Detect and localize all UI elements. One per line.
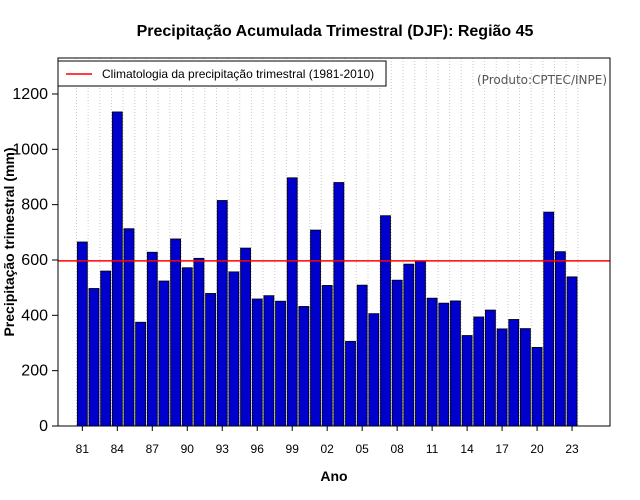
legend: Climatologia da precipitação trimestral …	[57, 60, 387, 87]
y-tick-label: 1200	[12, 86, 48, 103]
bar-99	[286, 177, 298, 427]
bar-89	[170, 238, 182, 427]
y-tick-label: 0	[39, 418, 48, 435]
x-tick-label: 23	[565, 442, 579, 456]
plot-frame	[57, 57, 611, 427]
bar-17	[496, 328, 508, 427]
bar-84	[111, 111, 123, 427]
bar-03	[333, 182, 345, 427]
bar-81	[76, 241, 88, 427]
bar-07	[380, 215, 391, 427]
x-tick-label: 93	[216, 442, 230, 456]
bars-layer	[76, 111, 578, 427]
y-axis-title: Precipitação trimestral (mm)	[1, 147, 17, 336]
bar-01	[310, 229, 321, 427]
bar-90	[181, 267, 193, 427]
x-axis: 81 84 87 90 93 96 99 02 05 08 11 14 17 20 23	[76, 426, 579, 456]
bar-09	[403, 263, 415, 427]
y-axis: 0 200 400 600 800 1000 1200	[12, 86, 58, 435]
bar-16	[485, 309, 496, 427]
bar-04	[345, 340, 356, 427]
x-tick-label: 08	[390, 442, 404, 456]
bar-08	[391, 279, 403, 427]
bar-86	[135, 321, 147, 427]
x-tick-label: 81	[76, 442, 90, 456]
bar-20	[531, 347, 543, 427]
x-tick-label: 99	[286, 442, 300, 456]
y-tick-label: 200	[21, 363, 48, 380]
bar-82	[88, 288, 100, 427]
grid-layer	[76, 58, 579, 426]
y-tick-label: 800	[21, 197, 48, 214]
x-axis-title: Ano	[320, 468, 347, 484]
bar-13	[450, 300, 461, 427]
x-tick-label: 20	[530, 442, 544, 456]
bar-12	[438, 302, 450, 427]
y-tick-label: 1000	[12, 141, 48, 158]
bar-88	[158, 280, 170, 427]
bar-02	[321, 285, 333, 427]
bar-18	[508, 319, 520, 427]
x-tick-label: 05	[355, 442, 369, 456]
bar-22	[554, 251, 566, 427]
legend-box	[57, 60, 387, 87]
bar-85	[123, 228, 135, 427]
bar-14	[461, 335, 473, 427]
bar-91	[193, 257, 205, 427]
y-tick-label: 400	[21, 307, 48, 324]
bar-10	[415, 260, 426, 427]
bar-87	[146, 251, 158, 427]
x-tick-label: 84	[111, 442, 125, 456]
bar-00	[298, 306, 310, 427]
bar-19	[520, 328, 531, 427]
x-tick-label: 11	[426, 442, 439, 456]
bar-93	[216, 200, 228, 427]
bar-95	[240, 247, 251, 427]
bar-83	[100, 270, 112, 427]
x-tick-label: 14	[460, 442, 474, 456]
bar-98	[275, 300, 286, 427]
y-tick-label: 600	[21, 252, 48, 269]
x-tick-label: 02	[321, 442, 335, 456]
bar-06	[368, 313, 380, 427]
bar-97	[263, 295, 275, 427]
bar-96	[251, 298, 263, 427]
x-tick-label: 96	[251, 442, 265, 456]
bar-92	[205, 293, 216, 427]
bar-21	[543, 211, 555, 427]
x-tick-label: 17	[495, 442, 509, 456]
bar-94	[228, 271, 240, 427]
bar-23	[566, 276, 578, 427]
bar-05	[356, 284, 368, 427]
bar-11	[426, 297, 438, 427]
legend-label: Climatologia da precipitação trimestral …	[102, 67, 374, 81]
x-tick-label: 90	[181, 442, 195, 456]
x-tick-label: 87	[146, 442, 160, 456]
credit-text: (Produto:CPTEC/INPE)	[477, 73, 607, 87]
bar-15	[473, 316, 485, 427]
chart-title: Precipitação Acumulada Trimestral (DJF):…	[137, 23, 534, 40]
